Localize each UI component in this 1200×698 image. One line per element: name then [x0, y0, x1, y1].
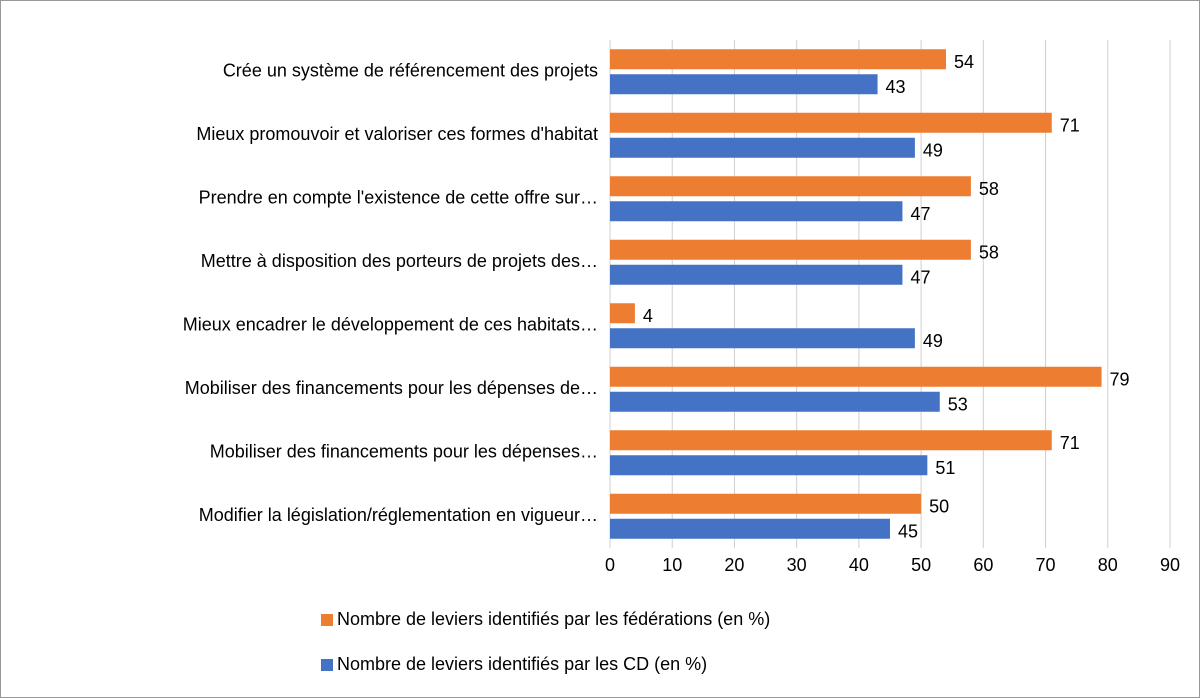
x-tick-label: 20 — [724, 555, 744, 575]
legend-swatch — [321, 659, 333, 671]
data-label: 53 — [948, 395, 968, 415]
bar — [610, 430, 1052, 451]
x-tick-label: 10 — [662, 555, 682, 575]
x-tick-label: 50 — [911, 555, 931, 575]
data-label: 4 — [643, 306, 653, 326]
x-tick-label: 60 — [973, 555, 993, 575]
data-label: 71 — [1060, 433, 1080, 453]
data-label: 58 — [979, 243, 999, 263]
data-label: 43 — [886, 77, 906, 97]
data-label: 58 — [979, 179, 999, 199]
bar — [610, 366, 1102, 387]
bar — [610, 391, 940, 412]
data-label: 54 — [954, 52, 974, 72]
bar — [610, 49, 946, 70]
data-label: 71 — [1060, 116, 1080, 136]
y-tick-label: Crée un système de référencement des pro… — [223, 61, 598, 81]
bar — [610, 74, 878, 95]
x-tick-label: 30 — [787, 555, 807, 575]
bar — [610, 303, 635, 324]
y-tick-label: Mobiliser des financements pour les dépe… — [185, 378, 598, 398]
data-label: 47 — [910, 204, 930, 224]
x-tick-label: 80 — [1098, 555, 1118, 575]
y-tick-label: Mettre à disposition des porteurs de pro… — [201, 251, 598, 271]
data-label: 79 — [1110, 370, 1130, 390]
x-tick-label: 0 — [605, 555, 615, 575]
bar — [610, 201, 903, 222]
legend-label: Nombre de leviers identifiés par les féd… — [337, 609, 770, 629]
data-label: 45 — [898, 522, 918, 542]
x-tick-label: 70 — [1036, 555, 1056, 575]
data-label: 49 — [923, 141, 943, 161]
bar — [610, 328, 915, 349]
x-tick-label: 90 — [1160, 555, 1180, 575]
y-tick-label: Mieux encadrer le développement de ces h… — [183, 315, 598, 335]
y-tick-label: Mieux promouvoir et valoriser ces formes… — [196, 124, 598, 144]
legend-label: Nombre de leviers identifiés par les CD … — [337, 654, 707, 674]
y-tick-label: Prendre en compte l'existence de cette o… — [199, 188, 598, 208]
bar — [610, 518, 890, 539]
x-tick-label: 40 — [849, 555, 869, 575]
legend-swatch — [321, 614, 333, 626]
bar — [610, 264, 903, 285]
data-label: 47 — [910, 268, 930, 288]
y-tick-label: Mobiliser des financements pour les dépe… — [210, 442, 598, 462]
bar — [610, 455, 928, 476]
bar — [610, 239, 971, 260]
data-label: 49 — [923, 331, 943, 351]
y-tick-label: Modifier la législation/réglementation e… — [199, 505, 598, 525]
data-label: 50 — [929, 497, 949, 517]
data-label: 51 — [935, 458, 955, 478]
bar — [610, 176, 971, 197]
bar — [610, 493, 922, 514]
bar — [610, 112, 1052, 133]
bar — [610, 137, 915, 158]
